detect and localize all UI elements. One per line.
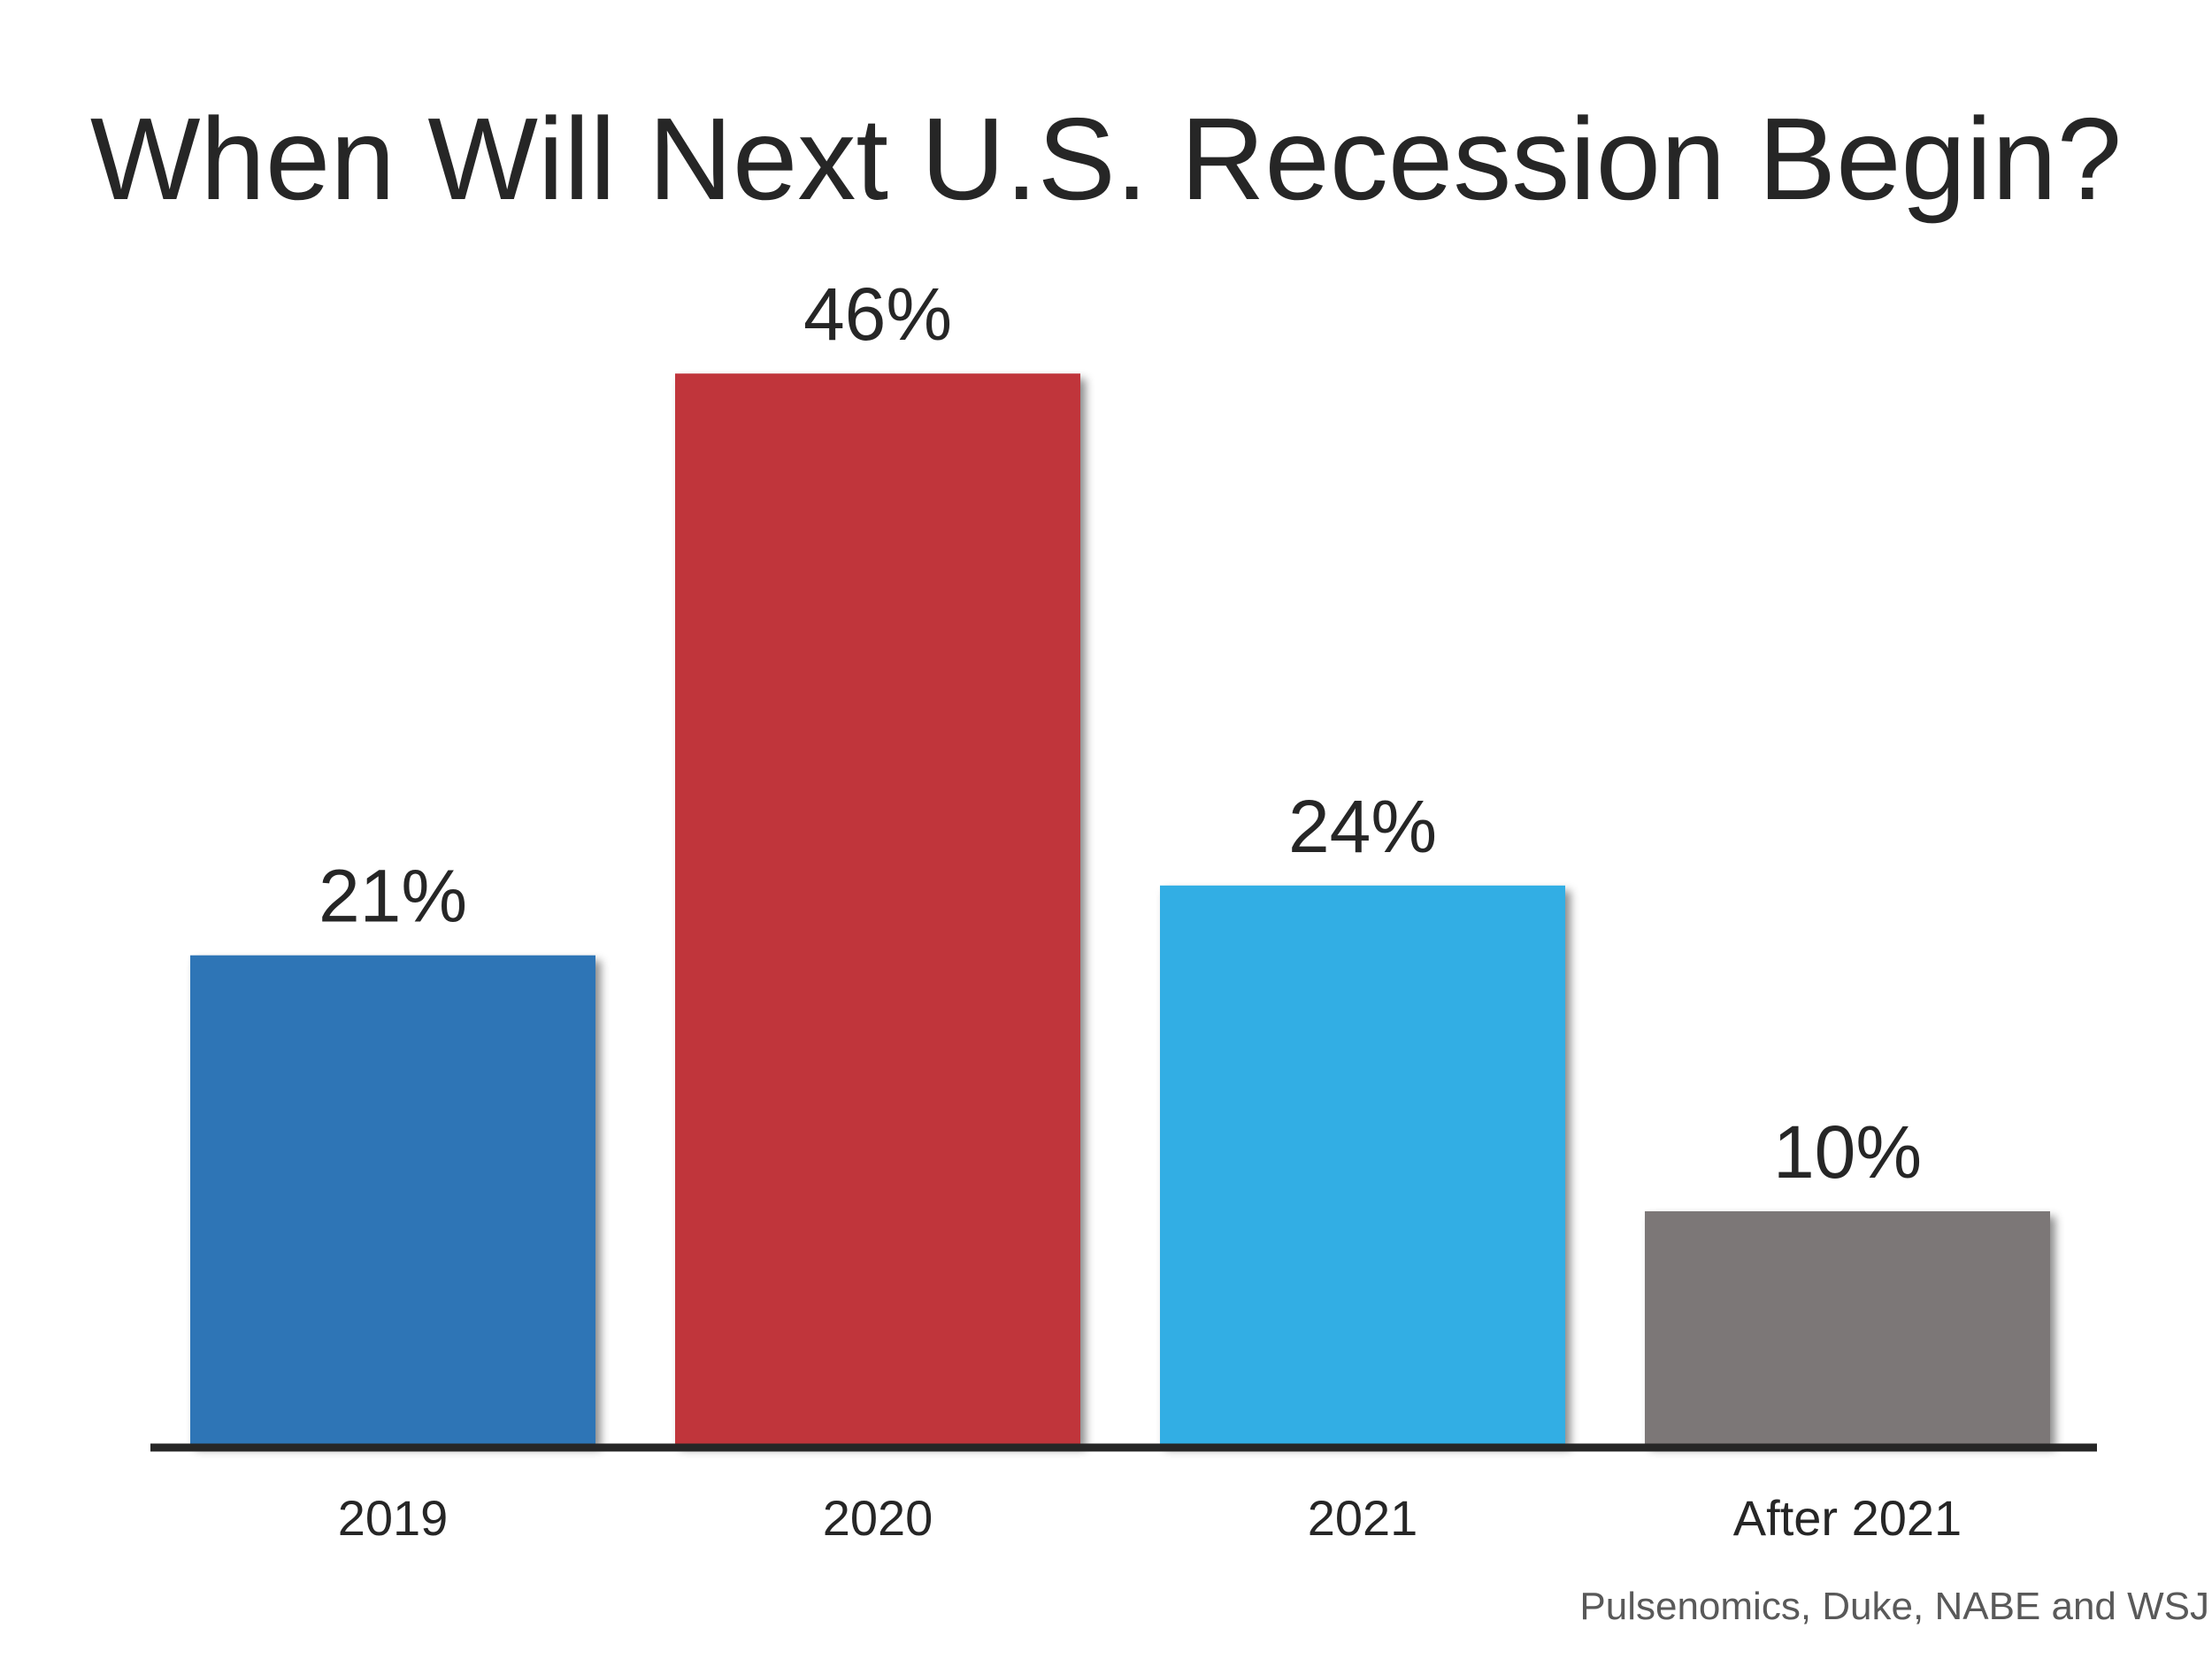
bar-2020	[675, 373, 1080, 1445]
x-tick-label-2021: 2021	[1308, 1490, 1418, 1546]
x-tick-labels-group: 2019 2020 2021 After 2021	[338, 1490, 1962, 1546]
value-label-after-2021: 10%	[1773, 1110, 1922, 1194]
value-label-2019: 21%	[319, 855, 467, 938]
chart-title: When Will Next U.S. Recession Begin?	[89, 94, 2123, 224]
x-tick-label-after-2021: After 2021	[1733, 1490, 1962, 1546]
source-note: Pulsenomics, Duke, NABE and WSJ	[1579, 1585, 2209, 1628]
bar-2021	[1160, 885, 1565, 1444]
value-labels-group: 21% 46% 24% 10%	[319, 273, 1922, 1194]
bar-after-2021	[1645, 1211, 2050, 1444]
value-label-2021: 24%	[1288, 785, 1437, 868]
bar-2019	[190, 955, 595, 1444]
value-label-2020: 46%	[803, 273, 952, 356]
bars-group	[190, 373, 2050, 1445]
x-tick-label-2019: 2019	[338, 1490, 449, 1546]
x-tick-label-2020: 2020	[823, 1490, 933, 1546]
